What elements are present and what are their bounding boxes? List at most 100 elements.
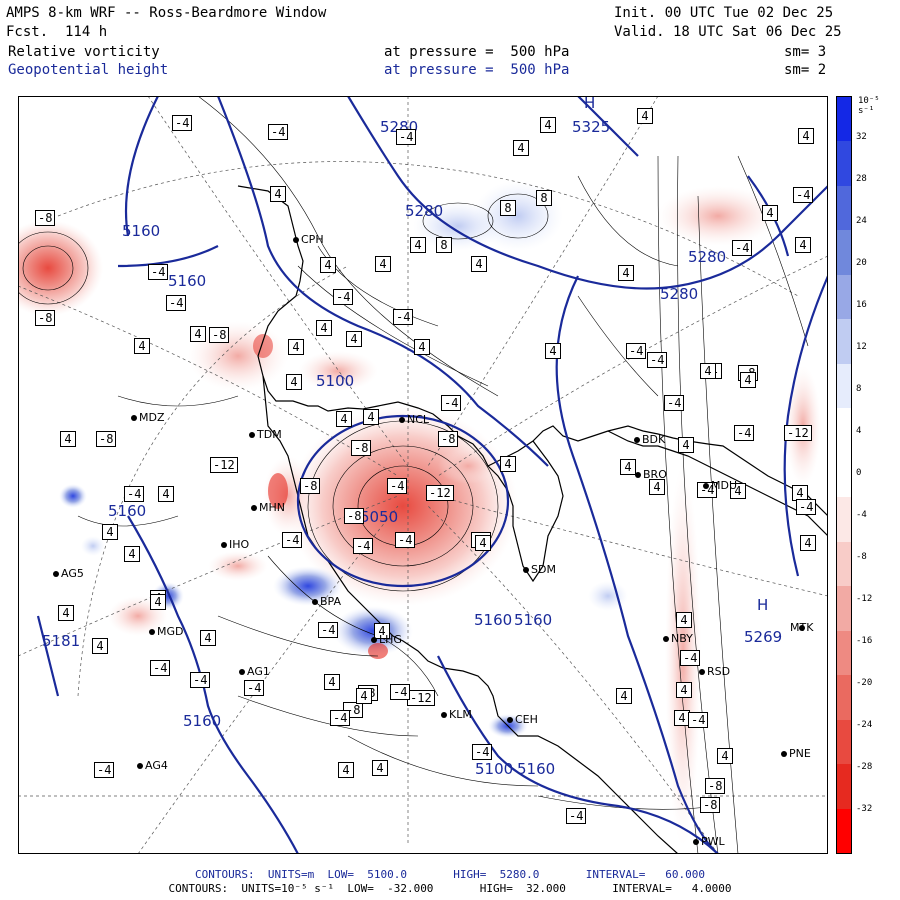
- height-contour-label: 5100: [475, 760, 514, 778]
- colorbar-segment: [837, 586, 851, 632]
- station-label: AG1: [247, 665, 270, 678]
- vorticity-contour-label: -4: [330, 710, 351, 726]
- vorticity-contour-label: -4: [732, 240, 753, 256]
- vorticity-contour-label: 4: [762, 205, 778, 221]
- height-contour-label: 5269: [744, 628, 783, 646]
- field2-smoothing: sm= 2: [784, 62, 827, 78]
- colorbar-tick-label: 0: [856, 468, 862, 478]
- colorbar-tick-label: 8: [856, 384, 862, 394]
- station-marker: [293, 237, 299, 243]
- vorticity-contour-label: -4: [353, 538, 374, 554]
- vorticity-contour-label: -4: [566, 808, 587, 824]
- vorticity-contour-label: -4: [282, 532, 303, 548]
- field2-name: Geopotential height: [8, 62, 169, 78]
- vorticity-contour-label: 4: [346, 331, 362, 347]
- vorticity-contour-label: 4: [792, 485, 808, 501]
- height-contour-label: 5160: [474, 611, 513, 629]
- vorticity-contour-label: -4: [393, 309, 414, 325]
- station-marker: [441, 712, 447, 718]
- vorticity-contour-label: -4: [395, 532, 416, 548]
- height-contour-label: 5160: [122, 222, 161, 240]
- station-label: MHN: [259, 501, 285, 514]
- vorticity-contour-label: 4: [678, 437, 694, 453]
- vorticity-contour-label: 4: [540, 117, 556, 133]
- vorticity-contour-label: 8: [500, 200, 516, 216]
- height-contour-label: 5280: [405, 202, 444, 220]
- height-contour-label: 5160: [168, 272, 207, 290]
- vorticity-contour-label: 4: [60, 431, 76, 447]
- vorticity-contour-label: 4: [410, 237, 426, 253]
- colorbar-segment: [837, 541, 851, 587]
- colorbar-segment: [837, 408, 851, 454]
- vorticity-contour-label: -4: [333, 289, 354, 305]
- station-label: MDZ: [139, 411, 165, 424]
- colorbar-tick-label: 4: [856, 426, 862, 436]
- vorticity-contour-label: 4: [616, 688, 632, 704]
- colorbar-tick-label: -16: [856, 636, 873, 646]
- height-contour-label: 5100: [316, 372, 355, 390]
- station-marker: [399, 417, 405, 423]
- vorticity-contour-label: -8: [96, 431, 117, 447]
- colorbar-tick-label: 32: [856, 132, 867, 142]
- field2-level: at pressure = 500 hPa: [384, 62, 570, 78]
- vorticity-contour-label: -4: [697, 482, 718, 498]
- colorbar: [836, 96, 852, 854]
- high-pressure-center: H: [584, 94, 596, 112]
- vorticity-contour-label: -8: [351, 440, 372, 456]
- station-label: AG4: [145, 759, 168, 772]
- vorticity-contour-label: 4: [637, 108, 653, 124]
- station-marker: [703, 483, 709, 489]
- vorticity-contour-label: 4: [414, 339, 430, 355]
- vorticity-contour-label: 4: [190, 326, 206, 342]
- vorticity-contour-label: 4: [320, 257, 336, 273]
- station-label: MTK: [790, 621, 814, 634]
- height-contour-label: 5160: [514, 611, 553, 629]
- vorticity-contour-label: -4: [94, 762, 115, 778]
- station-label: TDM: [257, 428, 282, 441]
- station-label: BRO: [643, 468, 667, 481]
- vorticity-contour-label: -4: [793, 187, 814, 203]
- station-marker: [137, 763, 143, 769]
- vorticity-contour-label: 4: [674, 710, 690, 726]
- vorticity-contour-label: 4: [513, 140, 529, 156]
- vorticity-contour-label: -8: [300, 478, 321, 494]
- vorticity-contour-label: -4: [390, 684, 411, 700]
- vorticity-contour-label: -4: [268, 124, 289, 140]
- vorticity-contour-label: -12: [210, 457, 238, 473]
- field1-smoothing: sm= 3: [784, 44, 827, 60]
- vorticity-contour-label: -4: [680, 650, 701, 666]
- colorbar-tick-label: 28: [856, 174, 867, 184]
- colorbar-tick-label: 12: [856, 342, 867, 352]
- colorbar-units: 10⁻⁵ s⁻¹: [858, 96, 880, 116]
- station-marker: [312, 599, 318, 605]
- title-text: AMPS 8-km WRF -- Ross-Beardmore Window: [6, 5, 327, 21]
- vorticity-contour-label: 4: [338, 762, 354, 778]
- vorticity-contour-label: 8: [436, 237, 452, 253]
- vorticity-contour-label: -12: [784, 425, 812, 441]
- station-label: CEH: [515, 713, 538, 726]
- station-label: SDM: [531, 563, 556, 576]
- valid-time: Valid. 18 UTC Sat 06 Dec 25: [614, 24, 842, 40]
- height-contour-label: 5280: [688, 248, 727, 266]
- vorticity-contour-label: -12: [426, 485, 454, 501]
- station-marker: [239, 669, 245, 675]
- station-marker: [507, 717, 513, 723]
- vorticity-contour-label: 4: [717, 748, 733, 764]
- vorticity-contour-label: -4: [626, 343, 647, 359]
- vorticity-contour-label: -8: [705, 778, 726, 794]
- colorbar-tick-label: -20: [856, 678, 873, 688]
- station-marker: [634, 437, 640, 443]
- vorticity-contour-label: -4: [664, 395, 685, 411]
- field1-level: at pressure = 500 hPa: [384, 44, 570, 60]
- height-contour-label: 5280: [660, 285, 699, 303]
- vorticity-contour-label: -8: [700, 797, 721, 813]
- height-contours: [36, 96, 828, 854]
- vorticity-contour-label: 4: [150, 594, 166, 610]
- vorticity-contour-label: 4: [620, 459, 636, 475]
- vorticity-contour-label: 4: [700, 363, 716, 379]
- station-marker: [523, 567, 529, 573]
- vorticity-contour-label: 4: [375, 256, 391, 272]
- vorticity-contour-label: 4: [500, 456, 516, 472]
- colorbar-tick-label: -28: [856, 762, 873, 772]
- station-label: IHO: [229, 538, 250, 551]
